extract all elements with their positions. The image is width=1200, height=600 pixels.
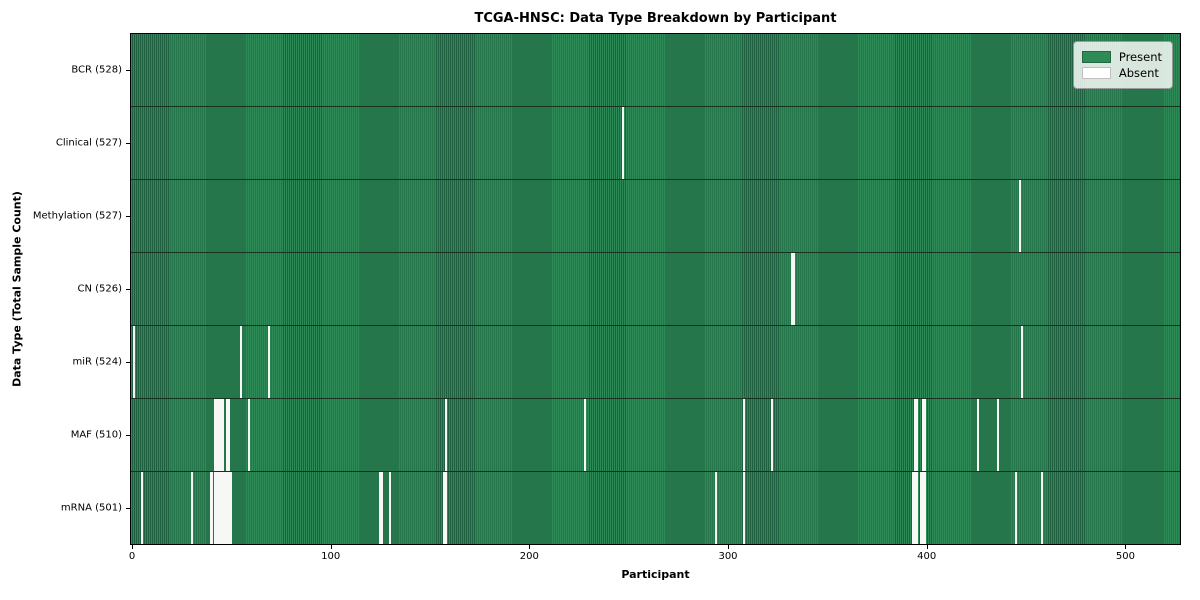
absent-stripe [742,472,745,544]
heatmap-row-methylation [131,180,1180,253]
y-tick-label: BCR (528) [71,64,122,76]
absent-stripe [715,472,718,544]
absent-stripe [1021,326,1024,398]
absent-stripe [621,107,624,179]
absent-stripe [132,326,136,398]
y-tick-mark [126,216,130,218]
absent-stripe [218,472,221,544]
absent-stripe [915,472,918,544]
absent-stripe [218,399,221,471]
absent-stripe [913,472,916,544]
heatmap-row-mir [131,326,1180,399]
absent-stripe [921,472,924,544]
absent-stripe [792,253,795,325]
absent-stripe [220,472,223,544]
absent-stripe [921,399,924,471]
absent-stripe [230,472,233,544]
absent-swatch-icon [1081,67,1111,79]
absent-stripe [220,399,223,471]
y-tick-label: mRNA (501) [60,502,122,514]
y-tick-label: MAF (510) [70,429,122,441]
x-tick-label: 400 [917,551,937,562]
x-tick-label: 200 [519,551,539,562]
y-tick-mark [126,70,130,72]
legend-item-absent: Absent [1081,66,1162,80]
absent-stripe [389,472,392,544]
plot-area: Present Absent [130,33,1181,545]
heatmap-row-cn [131,253,1180,326]
absent-stripe [444,472,447,544]
x-tick-mark [1125,545,1127,549]
y-tick-mark [126,143,130,145]
absent-stripe [381,472,384,544]
absent-stripe [977,399,980,471]
absent-stripe [1040,472,1044,544]
absent-stripe [997,399,1000,471]
absent-stripe [442,472,445,544]
absent-stripe [214,399,217,471]
x-tick-label: 100 [321,551,341,562]
absent-stripe [915,399,918,471]
y-tick-mark [126,507,130,509]
legend: Present Absent [1072,41,1173,89]
absent-stripe [913,399,916,471]
absent-stripe [226,472,229,544]
absent-stripe [379,472,382,544]
legend-label-present: Present [1118,50,1162,64]
x-tick-label: 0 [128,551,136,562]
x-tick-label: 500 [1115,551,1135,562]
heatmap-row-mrna [131,472,1180,544]
absent-stripe [919,472,922,544]
y-tick-mark [126,289,130,290]
present-swatch-icon [1081,51,1111,63]
absent-stripe [923,399,926,471]
absent-stripe [216,399,219,471]
absent-stripe [240,326,243,398]
absent-stripe [248,399,251,471]
absent-stripe [214,472,217,544]
absent-stripe [770,399,773,471]
legend-item-present: Present [1081,50,1162,64]
absent-stripe [228,472,231,544]
y-tick-label: CN (526) [77,283,122,295]
absent-stripe [790,253,793,325]
absent-stripe [1015,472,1018,544]
y-tick-mark [126,361,130,363]
absent-stripe [583,399,587,471]
legend-label-absent: Absent [1118,66,1159,80]
heatmap-row-maf [131,399,1180,472]
x-tick-mark [132,545,133,549]
y-tick-label: Methylation (527) [32,210,122,222]
absent-stripe [216,472,219,544]
absent-stripe [210,472,213,544]
absent-stripe [222,472,225,544]
absent-stripe [140,472,144,544]
x-axis-label: Participant [621,568,690,581]
absent-stripe [190,472,193,544]
absent-stripe [268,326,271,398]
absent-stripe [742,399,745,471]
x-tick-mark [529,545,531,549]
absent-stripe [224,472,227,544]
absent-stripe [444,399,447,471]
x-tick-mark [926,545,928,549]
x-tick-label: 300 [718,551,738,562]
heatmap-row-bcr [131,34,1180,107]
absent-stripe [226,399,229,471]
heatmap-row-clinical [131,107,1180,180]
y-tick-label: miR (524) [72,356,122,368]
absent-stripe [228,399,231,471]
absent-stripe [911,472,914,544]
absent-stripe [1019,180,1022,252]
chart-title: TCGA-HNSC: Data Type Breakdown by Partic… [474,11,837,26]
y-tick-label: Clinical (527) [55,137,122,149]
x-tick-mark [728,545,729,549]
y-tick-mark [126,434,130,436]
absent-stripe [923,472,926,544]
x-tick-mark [330,545,332,549]
absent-stripe [222,399,225,471]
